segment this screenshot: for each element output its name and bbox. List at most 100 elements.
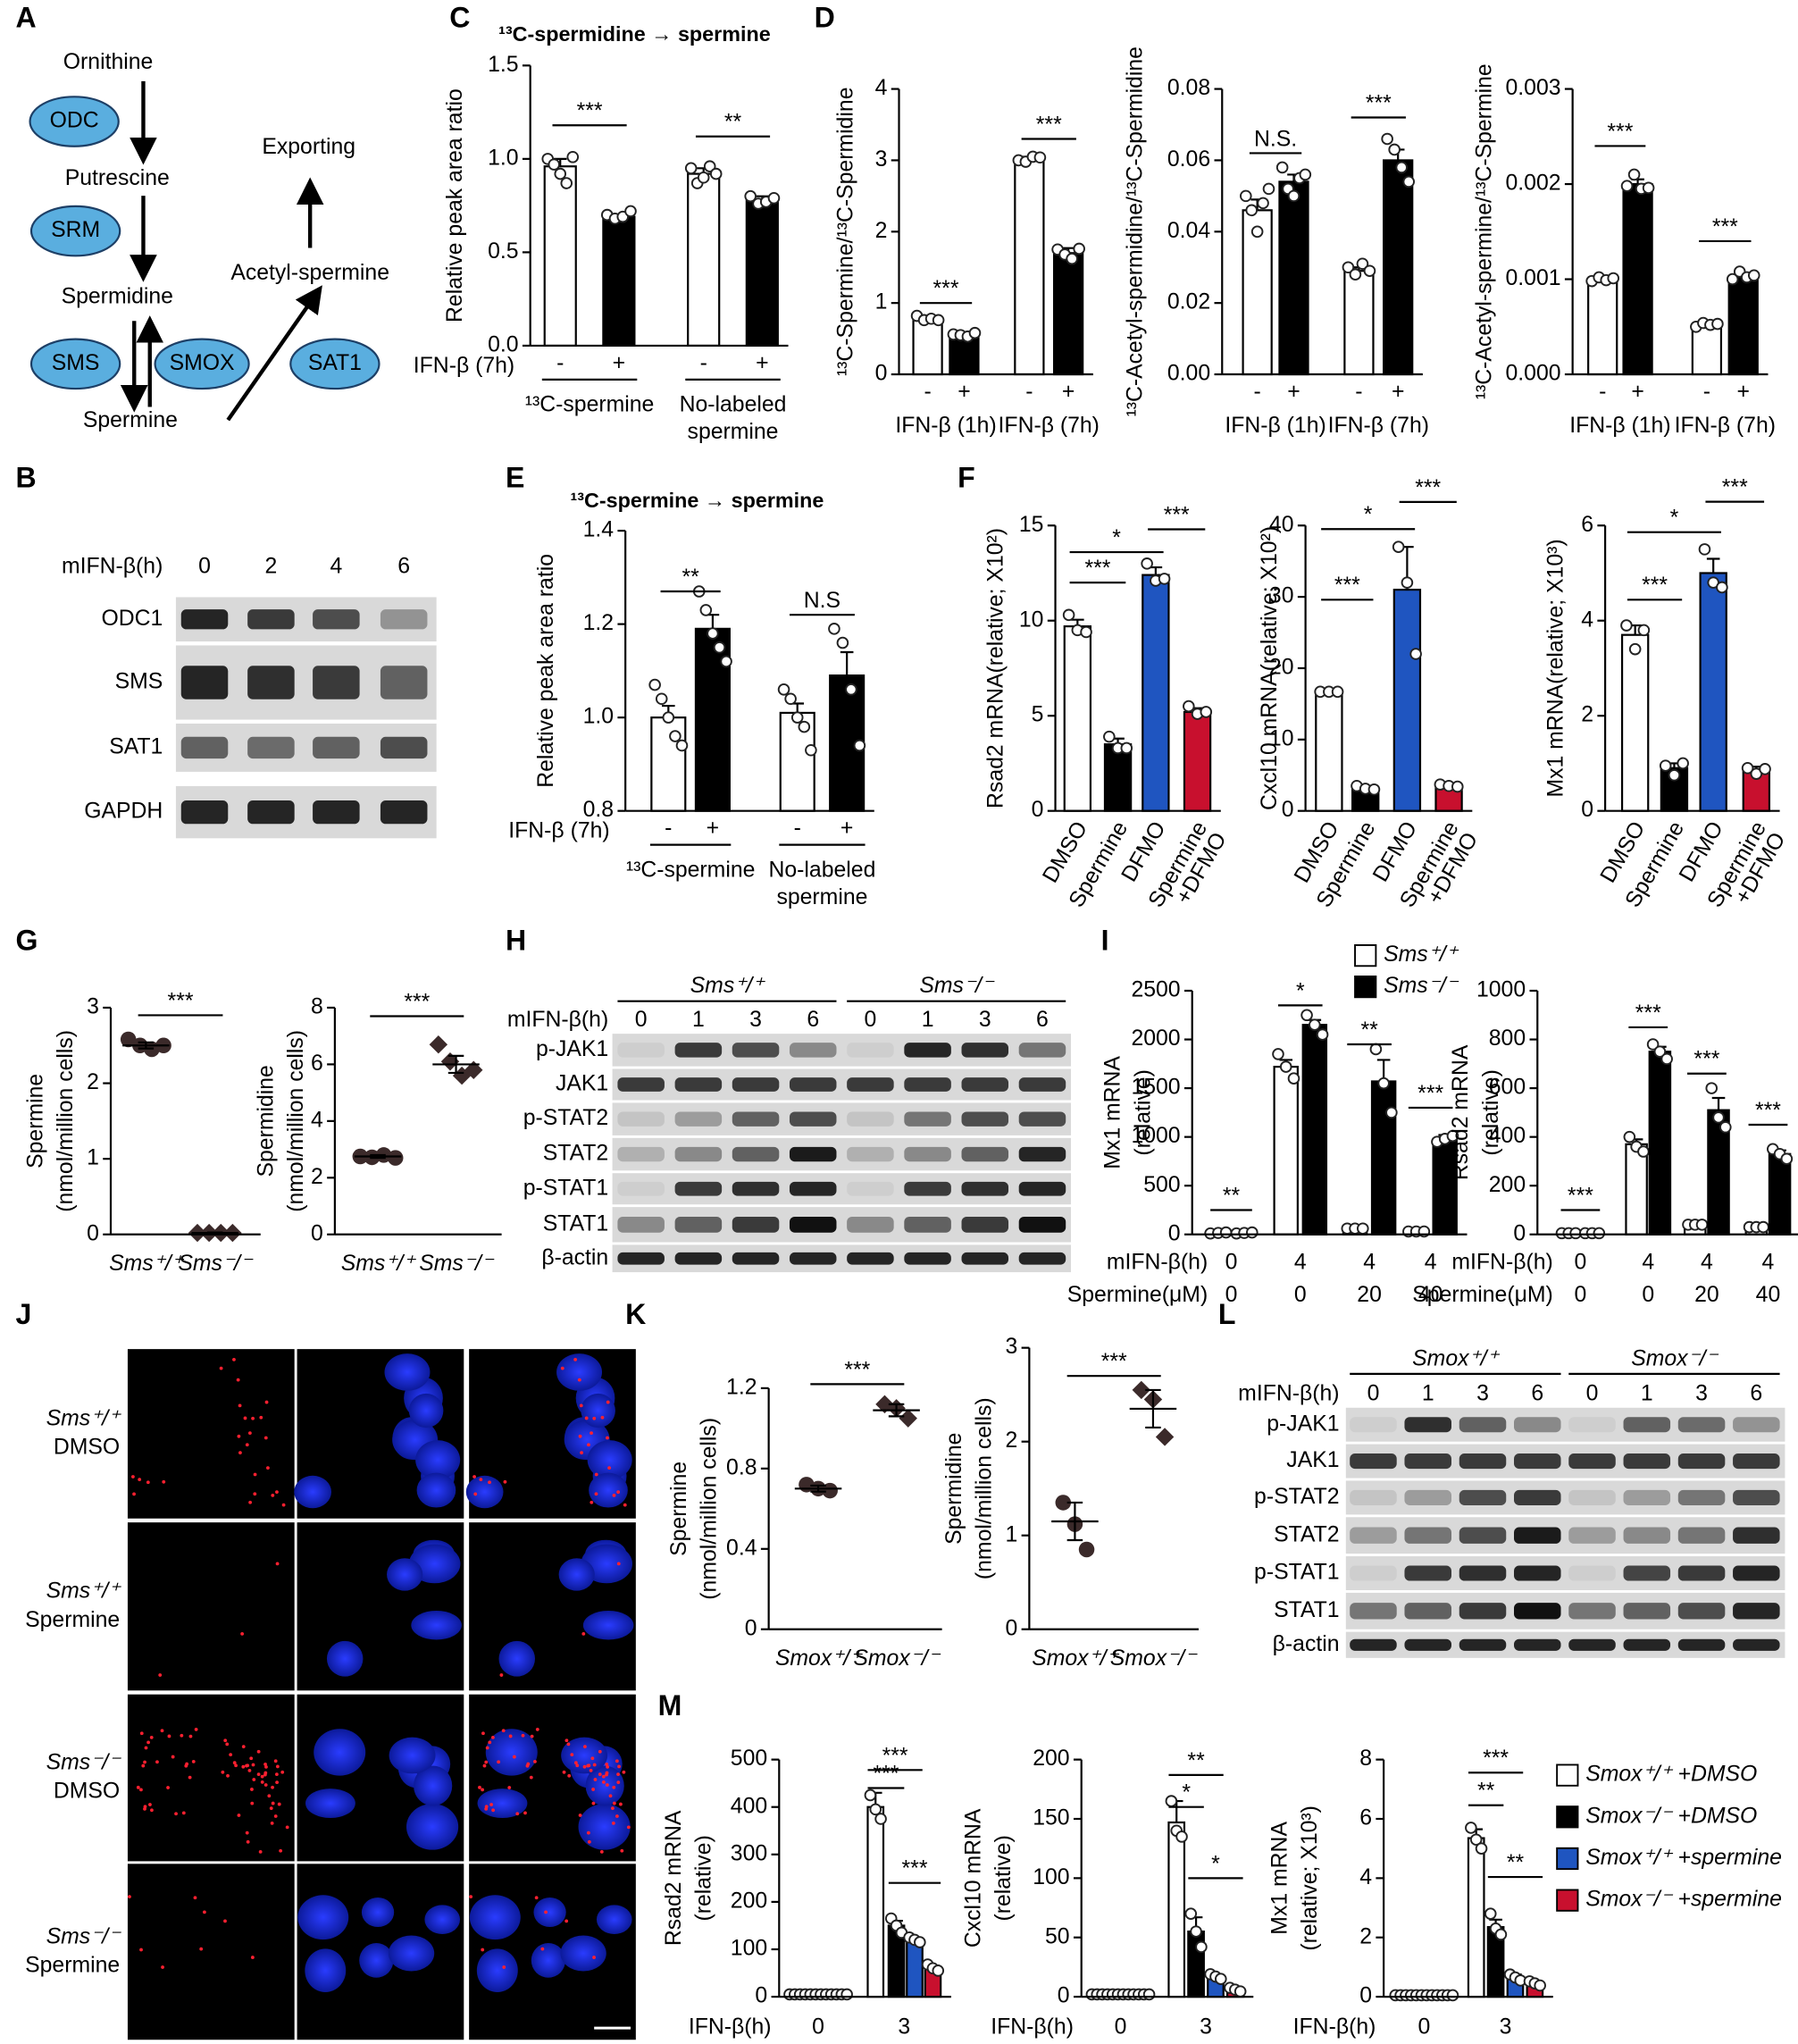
blot-band [247, 609, 295, 630]
condition-label: Spermine [25, 1953, 120, 1977]
pla-dot [260, 1774, 264, 1779]
pla-dot [132, 1492, 136, 1496]
category-label: + [1062, 380, 1075, 404]
bar [1648, 1051, 1672, 1236]
protein-label: JAK1 [1286, 1448, 1339, 1472]
data-point [655, 692, 668, 706]
blot-band [313, 666, 360, 699]
pla-dot [622, 1770, 626, 1774]
pla-dot [577, 1378, 581, 1382]
pla-dot [481, 1731, 485, 1736]
significance-label: *** [1483, 1747, 1509, 1771]
panel-letter: D [815, 2, 835, 34]
data-point [1287, 189, 1300, 203]
significance-label: * [1296, 979, 1305, 1003]
pla-dot [497, 1760, 501, 1764]
group-label: spermine [776, 885, 867, 909]
y-axis-label: (relative) [1131, 1069, 1155, 1155]
pla-dot [469, 1895, 473, 1899]
legend-label: Sms⁺/⁺ [1384, 942, 1459, 967]
blot-treatment: mIFN-β(h) [507, 1008, 608, 1032]
data-point [699, 604, 713, 616]
y-axis-label: (relative) [692, 1835, 716, 1921]
bar [543, 165, 577, 348]
row-label: IFN-β(h) [1293, 2015, 1376, 2040]
nucleus [387, 1558, 423, 1591]
blot-band [1350, 1603, 1397, 1620]
bar [1625, 1143, 1648, 1236]
data-point [1642, 181, 1655, 195]
blot-band [732, 1216, 780, 1233]
pla-dot [241, 1745, 246, 1749]
pla-dot [594, 1492, 598, 1496]
pla-dot [617, 1764, 621, 1769]
pla-dot [608, 1794, 613, 1798]
protein-label: GAPDH [84, 800, 163, 824]
pla-dot [579, 1403, 583, 1408]
row-value: 0 [1574, 1250, 1586, 1274]
pla-dot [199, 1947, 204, 1951]
pla-dot [499, 1673, 504, 1677]
y-tick-label: 0 [1359, 1984, 1372, 2008]
data-point [1385, 1106, 1398, 1119]
significance-label: *** [882, 1744, 908, 1768]
pla-dot [246, 1839, 250, 1844]
pla-dot [599, 1849, 604, 1854]
nucleus [406, 1804, 459, 1850]
pla-dot [567, 1773, 572, 1778]
blot-band [1677, 1453, 1726, 1470]
genotype-label: Smox⁺/⁺ [1412, 1346, 1500, 1370]
significance-label: ** [1477, 1780, 1495, 1804]
pathway-arrow [226, 285, 322, 422]
pla-dot [221, 1770, 225, 1774]
y-tick-label: 200 [731, 1889, 767, 1913]
pla-dot [590, 1500, 594, 1504]
blot-band [1459, 1638, 1507, 1651]
data-point [1392, 540, 1405, 553]
y-axis-label: (nmol/million cells) [698, 1418, 722, 1600]
data-point [648, 678, 661, 691]
blot-band [1568, 1453, 1616, 1470]
significance-label: *** [1164, 503, 1190, 527]
blot-band [789, 1146, 837, 1162]
pla-dot [247, 1431, 252, 1436]
condition-label: Sms⁻/⁻ [46, 1751, 122, 1775]
data-point [1646, 1038, 1660, 1051]
y-tick-label: 2 [1581, 703, 1593, 727]
pla-dot [275, 1490, 279, 1495]
significance-label: *** [873, 1762, 899, 1786]
blot-band [1733, 1565, 1780, 1581]
significance-label: * [1211, 1852, 1220, 1876]
blot-band [732, 1146, 780, 1162]
y-tick-label: 8 [311, 995, 323, 1019]
y-tick-label: 200 [1033, 1747, 1069, 1771]
pla-dot [181, 1811, 186, 1815]
data-point [1165, 1795, 1178, 1807]
pla-dot [600, 1415, 605, 1420]
y-tick-label: 6 [1359, 1806, 1372, 1830]
nucleus [388, 1935, 435, 1972]
data-point [1066, 252, 1078, 265]
enzyme-node [154, 338, 250, 390]
error-bar [840, 650, 854, 676]
data-point [1637, 624, 1651, 637]
data-point [845, 683, 857, 696]
nucleus [531, 1943, 566, 1978]
data-point [1711, 317, 1724, 331]
data-point [1780, 1152, 1794, 1165]
data-point [1677, 757, 1689, 770]
y-tick-label: 1000 [1131, 1124, 1180, 1148]
data-point [1747, 269, 1760, 282]
blot-band [1404, 1527, 1451, 1544]
blot-band [961, 1077, 1009, 1092]
legend-label: Smox⁻/⁻ +DMSO [1585, 1804, 1757, 1828]
lane-label: 0 [1367, 1382, 1380, 1406]
pla-dot [491, 1735, 495, 1739]
lane-label: 2 [265, 554, 278, 578]
data-point [1183, 699, 1195, 713]
pla-dot [618, 1802, 623, 1806]
pla-dot [592, 1416, 597, 1420]
group-label: 0 [812, 2015, 824, 2040]
enzyme-label: SRM [51, 218, 100, 242]
y-tick-label: 0 [87, 1221, 99, 1245]
